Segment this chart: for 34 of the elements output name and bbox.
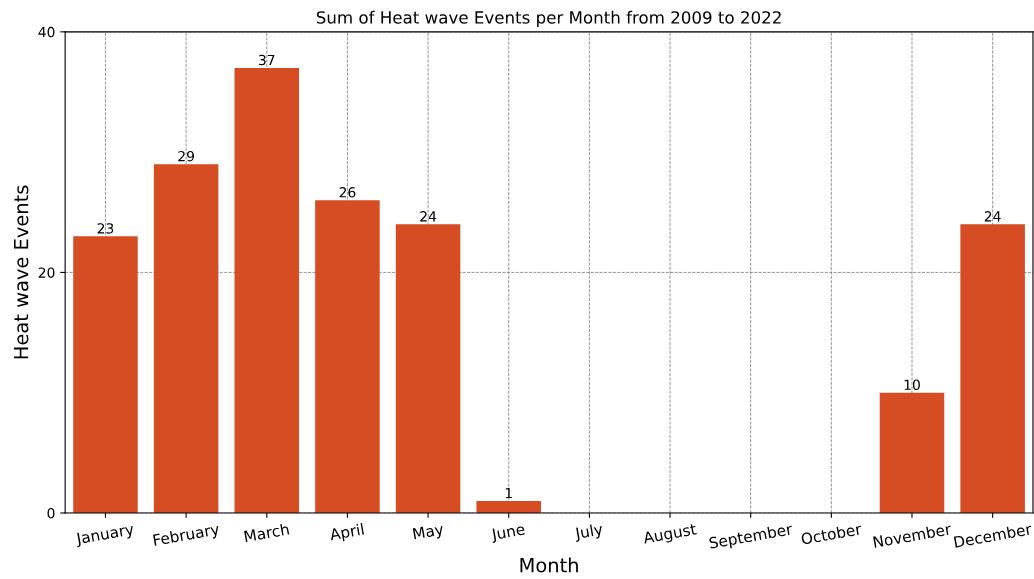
y-tick-label: 40 xyxy=(38,26,55,38)
x-tick-label: July xyxy=(573,522,604,543)
data-label: 29 xyxy=(178,150,194,162)
data-label: 10 xyxy=(904,379,920,391)
bar xyxy=(73,236,138,513)
bar xyxy=(315,200,380,513)
bar xyxy=(960,224,1025,513)
x-tick-label: November xyxy=(873,522,952,548)
x-tick-label: June xyxy=(490,523,526,544)
x-tick-label: March xyxy=(244,522,290,543)
x-tick-label: December xyxy=(953,522,1033,548)
data-label: 23 xyxy=(97,223,114,234)
y-axis-title: Heat wave Events xyxy=(13,185,29,359)
bar xyxy=(879,392,945,513)
x-tick-label: September xyxy=(708,522,794,552)
x-tick-label: February xyxy=(152,522,221,549)
x-tick-label: May xyxy=(412,523,445,543)
data-label: 26 xyxy=(339,187,356,198)
data-label: 24 xyxy=(420,211,437,222)
data-label: 37 xyxy=(258,54,275,66)
bar xyxy=(395,224,461,513)
data-label: 1 xyxy=(505,487,512,499)
y-tick-label: 0 xyxy=(47,507,55,519)
x-tick-label: October xyxy=(800,522,863,545)
chart-title: Sum of Heat wave Events per Month from 2009 to 2022 xyxy=(316,10,781,27)
x-tick-label: August xyxy=(642,523,698,547)
y-tick-label: 20 xyxy=(38,267,55,278)
bar xyxy=(234,67,300,513)
bar xyxy=(476,500,541,513)
x-tick-label: April xyxy=(329,522,365,544)
data-label: 24 xyxy=(984,211,1001,222)
bar xyxy=(153,164,219,513)
x-tick-label: January xyxy=(74,523,135,548)
x-axis-title: Month xyxy=(520,557,578,573)
